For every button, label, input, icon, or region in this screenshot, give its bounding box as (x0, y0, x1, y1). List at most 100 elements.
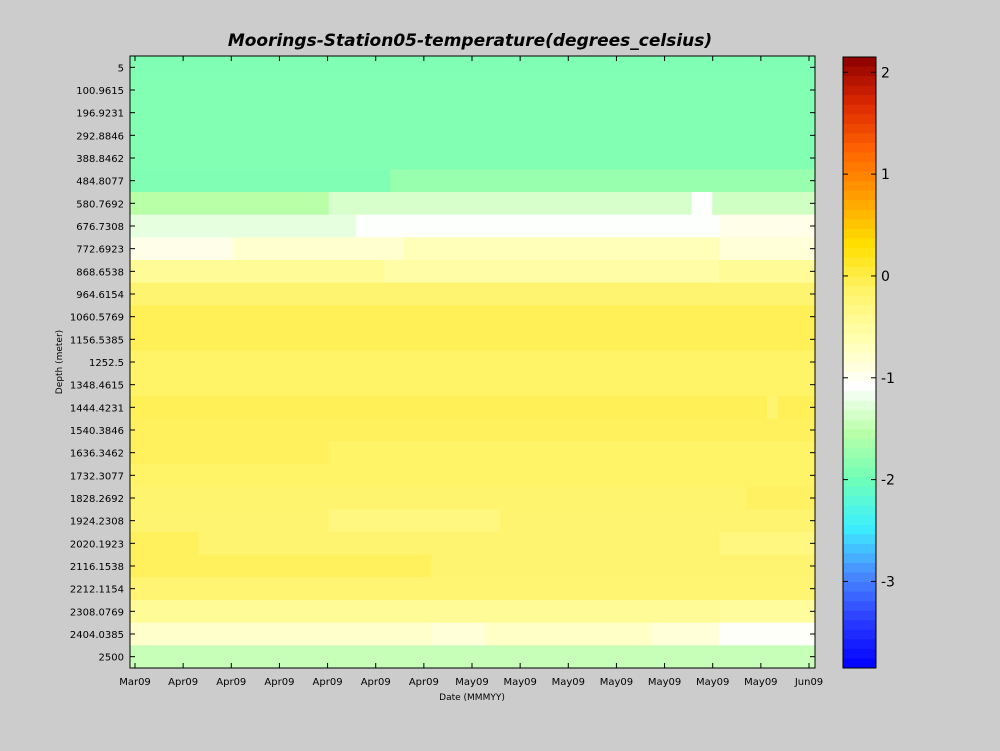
colorbar-swatch (843, 582, 876, 593)
heatmap-cell (130, 101, 816, 125)
colorbar-swatch (843, 66, 876, 77)
x-tick-label: May09 (648, 677, 681, 688)
colorbar-swatch (843, 305, 876, 316)
heatmap-cell (328, 441, 816, 465)
colorbar-swatch (843, 238, 876, 249)
colorbar-swatch (843, 228, 876, 239)
x-tick-label: Apr09 (216, 677, 246, 688)
colorbar-frame (842, 56, 877, 669)
y-tick-label: 2116.1538 (70, 562, 124, 573)
heatmap-cell (404, 237, 720, 261)
y-tick-label: 1444.4231 (70, 403, 124, 414)
heatmap-cell (431, 622, 487, 646)
colorbar: 2 1 0 -1 -2 -3 (842, 56, 895, 669)
y-tick-label: 2500 (99, 653, 124, 664)
y-axis-ticks: 5 100.9615 196.9231 292.8846 388.8462 484.807… (70, 63, 815, 664)
y-tick-label: 772.6923 (76, 245, 124, 256)
x-tick-label: May09 (455, 677, 488, 688)
y-tick-label: 2020.1923 (70, 539, 124, 550)
heatmap-cell (130, 532, 199, 556)
y-tick-label: 964.6154 (76, 290, 124, 301)
heatmap-cell (130, 418, 816, 442)
colorbar-swatch (843, 400, 876, 411)
colorbar-swatch (843, 486, 876, 497)
heatmap-cell (130, 441, 330, 465)
y-tick-label: 868.6538 (76, 267, 124, 278)
y-tick-label: 1060.5769 (70, 313, 124, 324)
heatmap-cell (486, 622, 652, 646)
colorbar-swatch (843, 372, 876, 382)
colorbar-swatch (843, 123, 876, 134)
colorbar-swatch (843, 648, 876, 659)
heatmap-cell (767, 396, 778, 420)
colorbar-swatch (843, 639, 876, 650)
colorbar-swatch (843, 200, 876, 211)
colorbar-swatch (843, 572, 876, 583)
heatmap-cell (777, 396, 816, 420)
heatmap-cell (719, 260, 816, 284)
y-tick-label: 580.7692 (76, 199, 124, 210)
heatmap-cell (746, 486, 816, 510)
colorbar-swatch (843, 448, 876, 459)
y-axis-label: Depth (meter) (55, 330, 65, 394)
y-tick-label: 1540.3846 (70, 426, 124, 437)
heatmap-cells (130, 56, 816, 669)
colorbar-swatch (843, 171, 876, 182)
y-tick-label: 196.9231 (76, 109, 124, 120)
y-tick-label: 5 (118, 63, 124, 74)
colorbar-swatch (843, 524, 876, 535)
heatmap-cell (130, 192, 330, 216)
x-tick-label: Mar09 (119, 677, 151, 688)
colorbar-swatch (843, 496, 876, 507)
heatmap-cell (130, 464, 816, 488)
colorbar-swatch (843, 410, 876, 421)
colorbar-tick-label: -3 (881, 574, 895, 590)
heatmap-cell (719, 237, 816, 261)
colorbar-swatch (843, 324, 876, 335)
colorbar-swatch (843, 658, 876, 669)
heatmap-cell (130, 645, 816, 669)
colorbar-swatch (843, 219, 876, 230)
heatmap-cell (130, 373, 816, 397)
colorbar-swatch (843, 162, 876, 172)
colorbar-swatch (843, 286, 876, 297)
heatmap-cell (130, 260, 384, 284)
colorbar-swatch (843, 629, 876, 640)
heatmap-cell (130, 56, 816, 80)
colorbar-swatch (843, 104, 876, 115)
colorbar-swatch (843, 352, 876, 363)
heatmap-cell (431, 554, 816, 578)
colorbar-swatch (843, 267, 876, 277)
colorbar-swatch (843, 333, 876, 344)
x-tick-label: Jun09 (794, 677, 823, 688)
heatmap-cell (130, 124, 816, 148)
y-tick-label: 2404.0385 (70, 630, 124, 641)
y-tick-label: 1348.4615 (70, 381, 124, 392)
y-tick-label: 292.8846 (76, 131, 124, 142)
y-tick-label: 1732.3077 (70, 471, 124, 482)
heatmap-cell (198, 532, 720, 556)
heatmap-cell (691, 192, 713, 216)
heatmap-cell (130, 305, 816, 329)
heatmap-cell (130, 214, 357, 238)
colorbar-swatch (843, 142, 876, 153)
x-tick-label: May09 (696, 677, 729, 688)
heatmap-cell (130, 600, 720, 624)
y-tick-label: 1828.2692 (70, 494, 124, 505)
heatmap-cell (719, 622, 816, 646)
y-tick-label: 1156.5385 (70, 335, 124, 346)
x-tick-label: Apr09 (313, 677, 343, 688)
heatmap-cell (130, 146, 816, 170)
colorbar-swatch (843, 133, 876, 144)
y-tick-label: 2212.1154 (70, 585, 124, 596)
colorbar-swatch (843, 477, 876, 488)
y-tick-label: 1636.3462 (70, 449, 124, 460)
colorbar-swatch (843, 181, 876, 192)
heatmap-cell (130, 282, 816, 306)
heatmap-cell (130, 237, 234, 261)
y-tick-label: 2308.0769 (70, 607, 124, 618)
heatmap-cell (130, 396, 768, 420)
heatmap-cell (130, 350, 816, 374)
colorbar-swatch (843, 85, 876, 96)
x-tick-label: May09 (552, 677, 585, 688)
